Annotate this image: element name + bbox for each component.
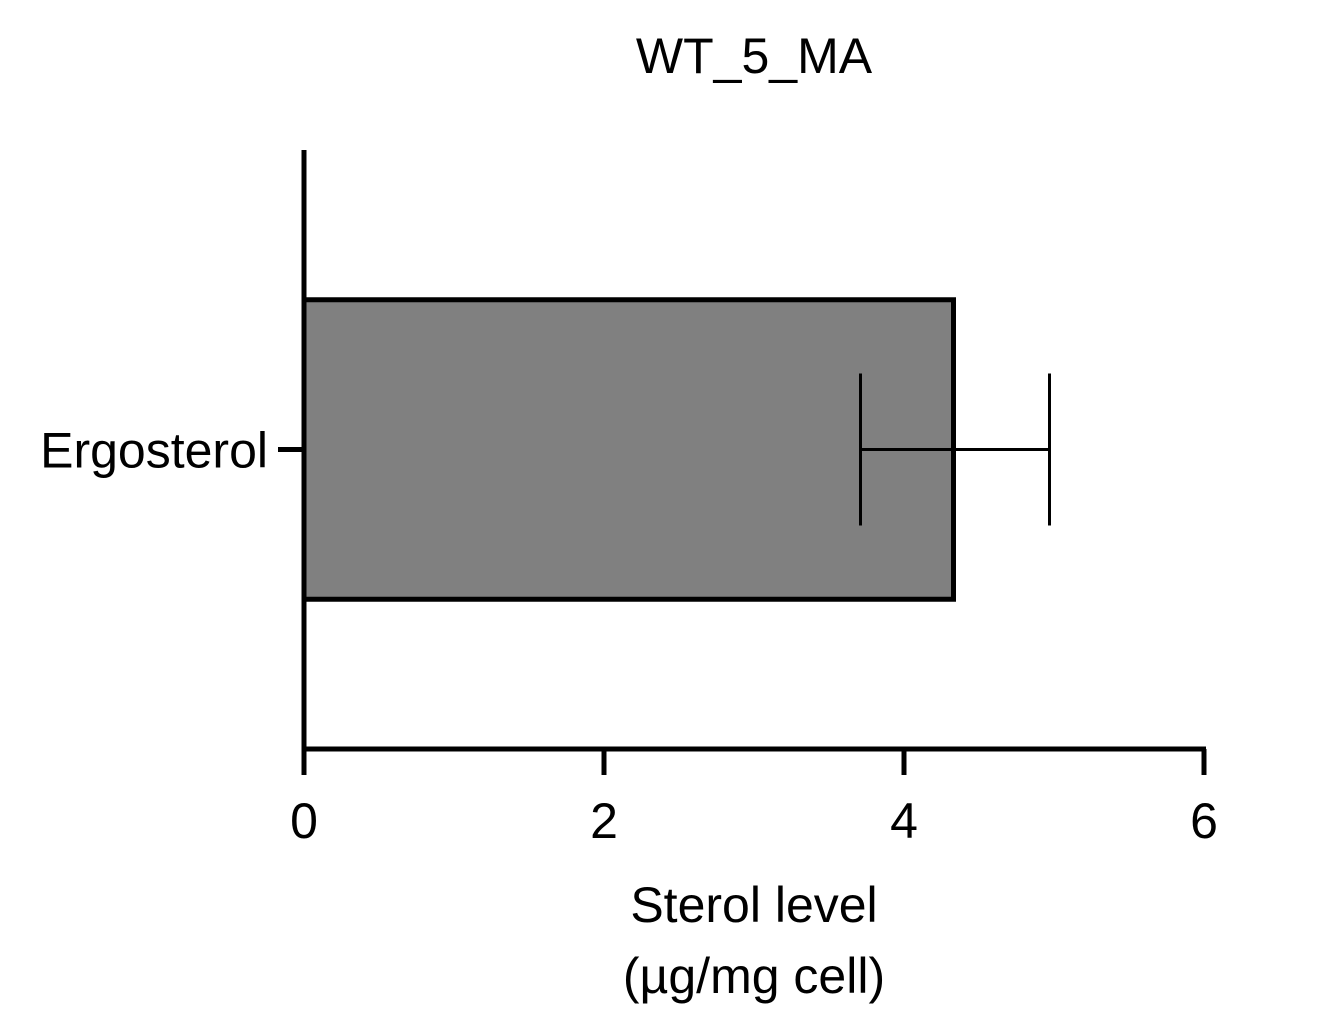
chart-title: WT_5_MA <box>636 28 873 84</box>
bars-layer <box>301 297 956 602</box>
axes-layer: Ergosterol 0 2 4 6 <box>40 150 1218 849</box>
bar-ergosterol <box>301 297 956 602</box>
error-bars-layer <box>859 373 1051 526</box>
x-tick-label: 2 <box>590 793 618 849</box>
x-tick-label: 0 <box>290 793 318 849</box>
x-tick-label: 6 <box>1190 793 1218 849</box>
x-axis-label-line-1: Sterol level <box>630 877 877 933</box>
y-tick-label: Ergosterol <box>40 423 268 479</box>
x-axis-label-line-2: (µg/mg cell) <box>623 948 885 1004</box>
x-tick-label: 4 <box>890 793 918 849</box>
